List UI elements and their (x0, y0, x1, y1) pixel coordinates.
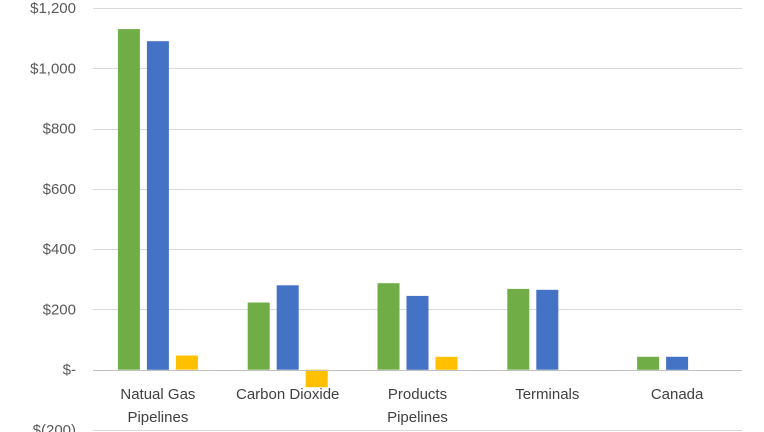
bar (435, 356, 458, 370)
y-tick-label: $800 (43, 121, 76, 138)
bar (536, 289, 559, 370)
y-tick-label: $(200) (33, 422, 76, 432)
bar (507, 288, 530, 370)
category-label: Products (388, 386, 447, 403)
y-tick-label: $200 (43, 301, 76, 318)
y-tick-label: $- (63, 362, 76, 379)
bar (406, 295, 429, 370)
category-label: Terminals (515, 386, 579, 403)
bar (117, 29, 140, 370)
bars (117, 29, 689, 388)
bar (637, 356, 660, 370)
bar (666, 356, 689, 370)
category-labels: Natual Gas Pipelines Carbon Dioxide Product… (120, 386, 704, 426)
category-label: Pipelines (387, 409, 448, 426)
bar (377, 283, 400, 370)
bar (276, 285, 299, 370)
category-label: Carbon Dioxide (236, 386, 339, 403)
y-tick-label: $1,200 (30, 0, 76, 17)
bar (146, 41, 169, 370)
bar (305, 369, 328, 388)
y-tick-label: $400 (43, 241, 76, 258)
category-label: Canada (651, 386, 704, 403)
y-tick-label: $1,000 (30, 60, 76, 77)
bar (247, 302, 270, 370)
category-label: Natual Gas (120, 386, 195, 403)
category-label: Pipelines (127, 409, 188, 426)
bar (175, 355, 198, 370)
y-tick-labels: $1,200 $1,000 $800 $600 $400 $200 $- $(200) (30, 0, 76, 432)
y-tick-label: $600 (43, 181, 76, 198)
